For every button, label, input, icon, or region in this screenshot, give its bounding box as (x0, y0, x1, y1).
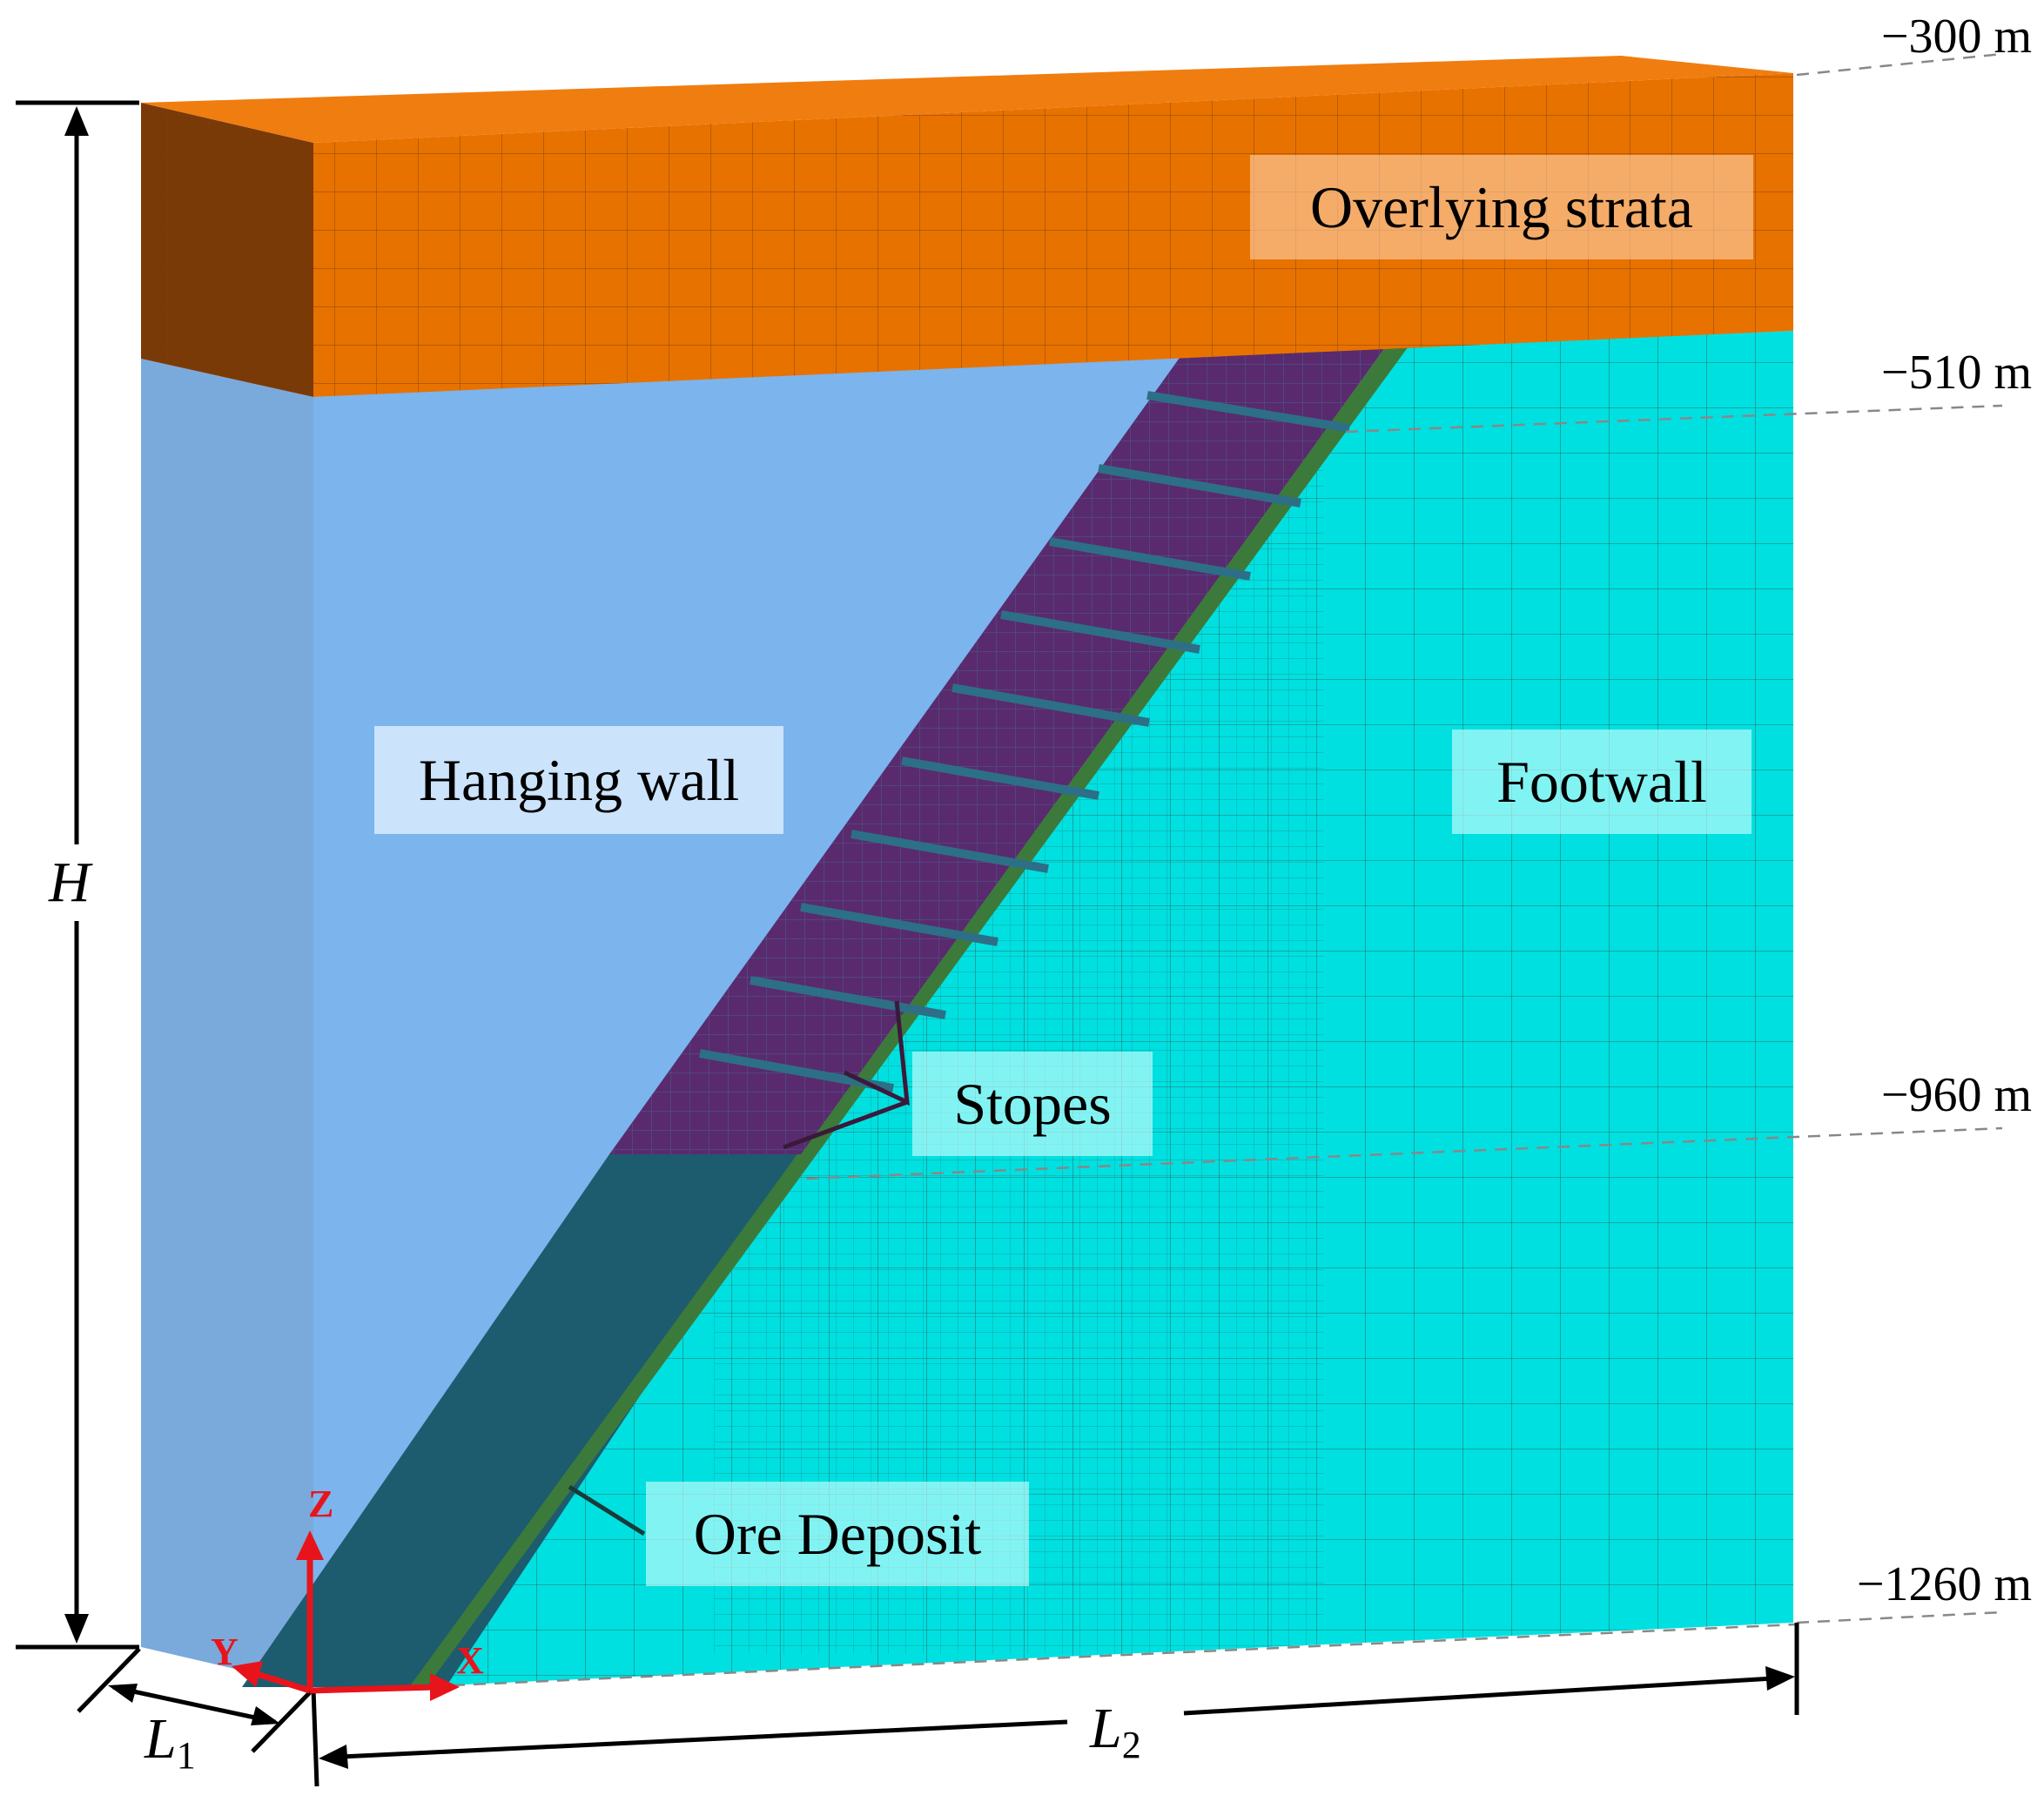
ore-deposit-label: Ore Deposit (646, 1482, 1029, 1586)
height-dimension-label: H (49, 851, 91, 914)
l1-subscript: 1 (176, 1734, 196, 1777)
elevation-guides (452, 52, 2003, 1687)
z-axis-label: Z (308, 1483, 334, 1525)
strata-top-face (141, 56, 1793, 143)
stope-separators (699, 391, 1350, 1093)
elevation-top-label: −300 m (1880, 10, 2032, 64)
stopes-label: Stopes (912, 1052, 1153, 1156)
l2-subscript: 2 (1121, 1724, 1141, 1766)
ore-contact-strip (409, 346, 1409, 1687)
y-axis-label: Y (211, 1631, 239, 1673)
l1-dimension-label: L1 (145, 1706, 196, 1778)
elevation-strata-base-label: −510 m (1880, 346, 2032, 400)
ore-leader-line (568, 1484, 646, 1536)
l2-symbol: L (1090, 1697, 1122, 1760)
footwall-label: Footwall (1452, 730, 1752, 834)
dimension-l1 (77, 1647, 315, 1753)
dimension-h (16, 100, 139, 1650)
hanging-wall-label: Hanging wall (374, 726, 783, 834)
coordinate-axes (232, 1530, 460, 1701)
elevation-bottom-label: −1260 m (1856, 1557, 2032, 1611)
l1-symbol: L (145, 1707, 177, 1771)
elevation-mid-label: −960 m (1880, 1068, 2032, 1122)
strata-front-mesh (313, 73, 1793, 397)
ore-deposit-band (242, 1154, 801, 1687)
x-axis-label: X (456, 1639, 484, 1682)
hanging-wall-side-face (141, 359, 313, 1687)
l2-dimension-label: L2 (1090, 1696, 1141, 1767)
overlying-strata-label: Overlying strata (1250, 155, 1753, 259)
strata-side-mesh (141, 103, 313, 397)
leader-lines (783, 1000, 910, 1150)
dimension-l2 (311, 1623, 1799, 1787)
stopes-mesh (609, 346, 1386, 1154)
